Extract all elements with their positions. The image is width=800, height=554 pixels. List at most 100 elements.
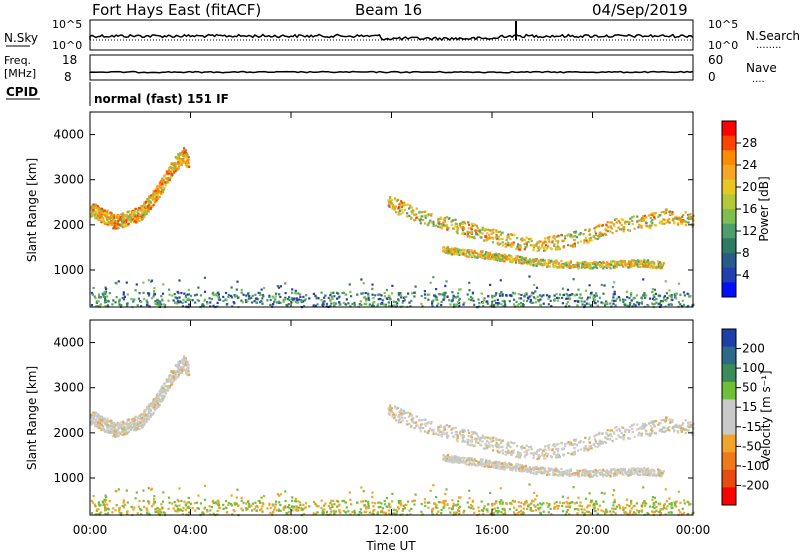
- velocity-cell: [475, 433, 478, 436]
- power-cell: [490, 232, 493, 235]
- velocity-cell: [463, 509, 466, 512]
- velocity-cell: [110, 428, 113, 431]
- power-cell: [534, 297, 537, 300]
- power-cell: [643, 258, 646, 261]
- velocity-cell: [581, 469, 584, 472]
- power-cell: [199, 294, 203, 297]
- velocity-cell: [140, 414, 143, 417]
- power-cell: [176, 290, 179, 293]
- power-cell: [177, 165, 181, 168]
- velocity-cell: [227, 501, 230, 505]
- velocity-cell: [651, 469, 654, 472]
- power-cell: [620, 259, 623, 262]
- power-cell: [104, 297, 107, 300]
- power-cell: [144, 205, 147, 208]
- power-cell: [473, 303, 476, 306]
- velocity-cell: [606, 438, 609, 441]
- power-cell: [170, 175, 173, 178]
- power-cell: [526, 245, 529, 248]
- velocity-cell: [588, 492, 591, 495]
- power-cell: [161, 299, 164, 302]
- velocity-cell: [677, 431, 680, 434]
- velocity-cell: [497, 443, 500, 446]
- power-cell: [649, 261, 652, 264]
- velocity-cell: [519, 452, 522, 455]
- velocity-cell: [689, 424, 692, 427]
- power-cell: [639, 224, 642, 227]
- power-cell: [122, 213, 125, 216]
- power-cell: [458, 248, 461, 251]
- velocity-cell: [108, 424, 111, 427]
- power-cell: [501, 259, 504, 262]
- velocity-cell: [632, 467, 636, 470]
- velocity-cell: [547, 467, 550, 470]
- power-cell: [256, 298, 259, 301]
- power-cell: [618, 264, 621, 267]
- velocity-cell: [540, 454, 543, 457]
- power-cell: [649, 224, 652, 227]
- power-cell: [512, 241, 515, 244]
- velocity-cell: [423, 418, 426, 421]
- power-cell: [496, 259, 499, 262]
- power-cell: [464, 254, 467, 257]
- power-cell: [624, 222, 627, 225]
- velocity-cell: [587, 474, 590, 477]
- velocity-cell: [492, 445, 495, 448]
- velocity-cell: [515, 455, 518, 458]
- velocity-cell: [517, 467, 520, 470]
- power-cell: [623, 228, 626, 231]
- velocity-cell: [117, 488, 120, 491]
- nave-label: Nave: [746, 61, 777, 75]
- velocity-cell: [687, 421, 690, 424]
- velocity-cell: [632, 469, 635, 472]
- velocity-cell: [467, 457, 470, 460]
- velocity-cell: [413, 426, 416, 430]
- power-cell: [603, 232, 606, 235]
- power-cell: [488, 229, 491, 232]
- velocity-cell: [638, 431, 641, 434]
- power-cell: [111, 303, 114, 306]
- velocity-cell: [463, 440, 467, 443]
- velocity-cell: [188, 373, 191, 376]
- power-cell: [638, 301, 641, 305]
- power-cell: [526, 299, 529, 303]
- velocity-cell: [662, 470, 665, 473]
- power-cell: [168, 178, 171, 181]
- power-cell: [115, 227, 118, 230]
- noise-left-tick-top: 10^5: [52, 18, 82, 31]
- power-cell: [528, 238, 531, 241]
- velocity-cell: [554, 469, 557, 472]
- power-cell: [620, 223, 623, 227]
- power-cell: [121, 296, 124, 300]
- y-tick-label: 1000: [53, 263, 84, 277]
- power-cell: [660, 262, 663, 265]
- velocity-cell: [115, 435, 118, 438]
- velocity-cell: [415, 421, 418, 424]
- power-cell: [624, 303, 627, 307]
- velocity-cell: [647, 467, 650, 470]
- velocity-cell: [458, 431, 462, 434]
- velocity-cell: [651, 420, 654, 423]
- power-cell: [535, 259, 539, 263]
- velocity-cell: [141, 424, 144, 427]
- velocity-cell: [521, 447, 524, 450]
- power-cell: [404, 203, 407, 207]
- velocity-cell: [509, 466, 512, 469]
- power-cell: [481, 228, 484, 231]
- power-cell: [618, 297, 621, 300]
- power-cell: [495, 233, 498, 237]
- velocity-cell: [412, 417, 415, 420]
- power-cell: [550, 305, 553, 308]
- velocity-cell: [473, 457, 476, 460]
- velocity-cell: [456, 461, 459, 464]
- power-cell: [398, 210, 401, 213]
- power-cell: [185, 160, 189, 163]
- power-cell: [277, 300, 280, 303]
- power-cell: [510, 260, 513, 263]
- power-cell: [91, 209, 94, 212]
- power-cell: [466, 249, 469, 252]
- power-cell: [630, 263, 633, 266]
- power-cell: [495, 254, 498, 257]
- power-cell: [175, 168, 178, 171]
- power-cell: [609, 225, 612, 228]
